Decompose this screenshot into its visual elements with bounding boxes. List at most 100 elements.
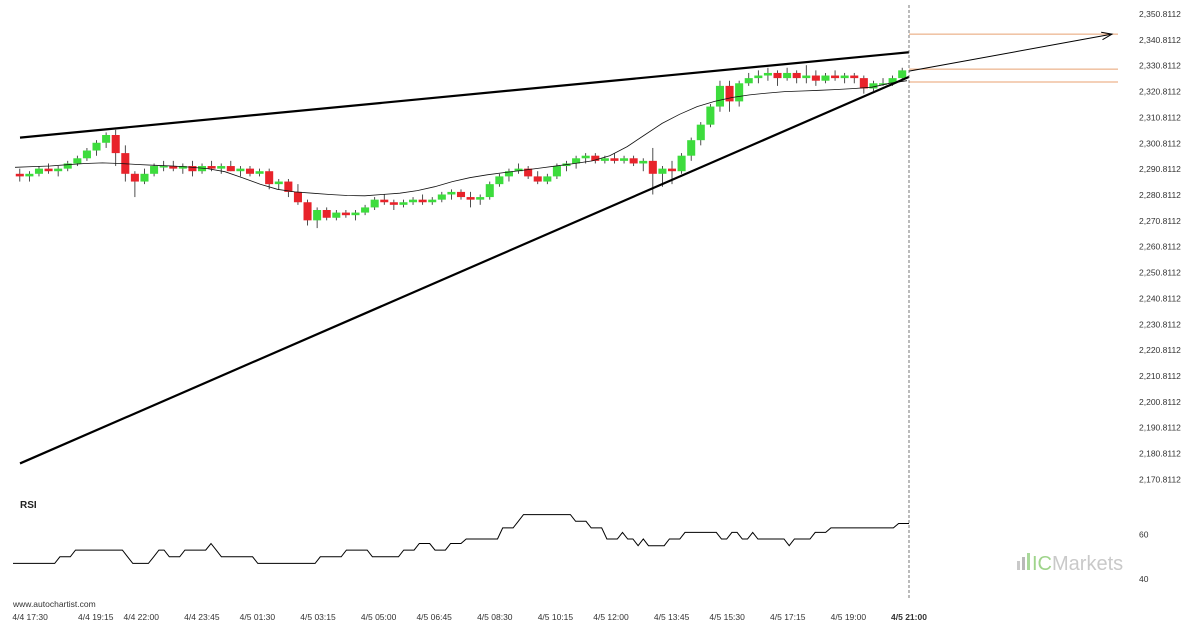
x-tick-label: 4/5 21:00 — [891, 612, 927, 622]
candle — [524, 166, 533, 179]
candle — [744, 72, 753, 86]
candle-body-up — [600, 158, 609, 161]
candle-body-up — [140, 173, 149, 182]
candle-body-down — [725, 85, 734, 102]
candle — [322, 207, 331, 221]
candle-body-down — [456, 191, 466, 198]
candle — [44, 163, 53, 174]
candle-body-up — [63, 163, 72, 169]
candle-body-down — [667, 168, 677, 172]
y-tick-label: 2,250.8112 — [1139, 268, 1181, 278]
candle-body-up — [236, 168, 245, 172]
candle-body-up — [898, 70, 907, 79]
candle — [370, 197, 379, 211]
candle — [15, 168, 24, 182]
candle — [869, 80, 878, 92]
candle-body-up — [409, 199, 418, 203]
candle — [715, 80, 724, 112]
candle — [456, 189, 466, 200]
candle-body-up — [514, 168, 523, 172]
candle — [831, 70, 840, 81]
candle — [898, 67, 907, 81]
rsi-line — [13, 514, 909, 564]
candle-body-up — [485, 184, 494, 198]
candle — [102, 132, 111, 148]
candle-body-up — [783, 72, 792, 79]
candle-body-up — [687, 140, 696, 156]
candle — [92, 140, 101, 156]
candle-body-up — [802, 75, 811, 79]
candle — [217, 163, 226, 174]
candle-body-up — [255, 171, 264, 174]
y-tick-label: 2,320.8112 — [1139, 87, 1181, 97]
candle-body-down — [207, 166, 216, 169]
candle-body-up — [572, 158, 581, 164]
candle-body-up — [869, 83, 878, 89]
candle — [476, 194, 485, 205]
candle — [25, 171, 34, 182]
candle-body-down — [648, 160, 657, 174]
candle-body-down — [533, 176, 542, 182]
candle-body-down — [524, 168, 533, 177]
candle-body-down — [850, 75, 859, 79]
candle — [821, 72, 830, 84]
candle-body-down — [591, 155, 600, 161]
candle — [351, 210, 360, 221]
candle-body-down — [389, 202, 398, 205]
candle-body-down — [293, 191, 302, 203]
candle — [840, 72, 849, 84]
y-tick-label: 2,230.8112 — [1139, 319, 1181, 329]
x-tick-label: 4/4 23:45 — [184, 612, 220, 622]
candle-body-up — [361, 207, 370, 213]
candle — [639, 158, 648, 172]
source-watermark: www.autochartist.com — [12, 599, 96, 609]
candlestick-series — [15, 65, 907, 229]
candle-body-down — [831, 75, 840, 79]
candle-body-up — [735, 83, 744, 102]
logo-prefix: IC — [1032, 553, 1052, 575]
candle-body-up — [178, 166, 187, 169]
candle-body-down — [418, 199, 427, 203]
candle-body-up — [34, 168, 44, 174]
candle-body-up — [92, 142, 101, 151]
x-tick-label: 4/5 13:45 — [654, 612, 690, 622]
candle-body-down — [792, 72, 801, 79]
y-tick-label: 2,340.8112 — [1139, 35, 1181, 45]
candle-body-up — [495, 176, 504, 185]
candle — [82, 147, 91, 161]
candle — [303, 199, 312, 226]
candle-body-up — [754, 75, 763, 79]
candle — [236, 166, 245, 177]
candle — [629, 155, 638, 167]
candle — [447, 189, 456, 200]
candle-body-up — [744, 78, 753, 84]
candle-body-up — [370, 199, 379, 208]
candle-body-up — [821, 75, 830, 81]
candle-body-down — [610, 158, 619, 161]
lower-trendline — [19, 75, 910, 465]
candle-body-down — [226, 166, 235, 172]
candle — [514, 163, 523, 174]
icmarkets-logo: ICMarkets — [1017, 553, 1123, 575]
candle — [389, 199, 398, 211]
candle-body-up — [447, 191, 456, 195]
candle — [140, 168, 149, 185]
rsi-axis-ticks: 60 40 — [1139, 530, 1149, 584]
candle — [293, 184, 302, 205]
candle-body-up — [763, 72, 772, 76]
candle-body-down — [380, 199, 389, 203]
candle — [34, 166, 44, 177]
candle-body-up — [102, 135, 111, 143]
candle-body-up — [888, 78, 897, 84]
candle-body-down — [303, 202, 312, 221]
candle — [255, 168, 264, 177]
candle — [783, 67, 792, 81]
candle — [399, 199, 408, 208]
x-tick-label: 4/5 05:00 — [361, 612, 397, 622]
y-tick-label: 2,220.8112 — [1139, 345, 1181, 355]
upper-trendline — [19, 51, 910, 139]
y-tick-label: 2,300.8112 — [1139, 138, 1181, 148]
x-tick-label: 4/5 12:00 — [593, 612, 629, 622]
candle — [380, 194, 389, 205]
candle-body-up — [677, 155, 686, 172]
